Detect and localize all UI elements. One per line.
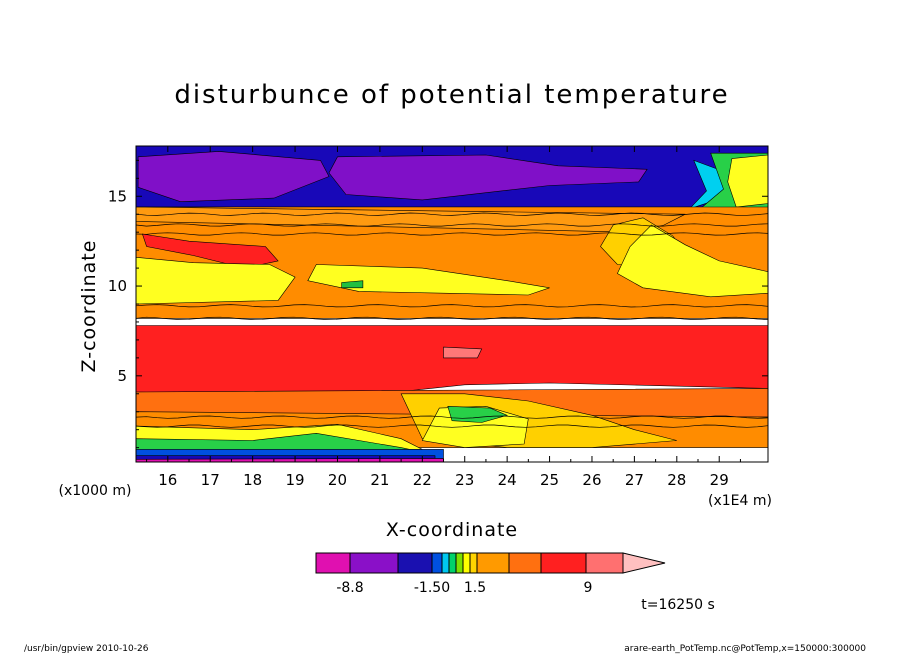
x-tick-label: 22 [413,471,432,489]
contour-line-7 [136,424,768,428]
plot-area [136,146,768,462]
contour-region-6 [727,154,768,208]
contour-region-2 [137,151,330,203]
y-tick-label: 5 [117,367,127,385]
chart-title: disturbunce of potential temperature [174,80,729,110]
contour-line-1 [136,212,768,216]
colorbar-label: 1.5 [464,580,486,596]
contour-region-18 [136,256,296,305]
contour-lines [136,212,768,428]
contour-line-6 [136,415,768,419]
x-tick-label: 25 [540,471,559,489]
contour-line-3 [136,232,768,236]
colorbar-segment [397,552,433,574]
x-unit-label: (x1E4 m) [708,493,772,509]
y-tick-label: 10 [108,277,127,295]
y-tick-label: 15 [108,187,127,205]
x-tick-label: 23 [455,471,474,489]
colorbar-label: -1.50 [414,580,450,596]
x-tick-label: 19 [286,471,305,489]
x-tick-label: 28 [667,471,686,489]
colorbar-segment [508,552,542,574]
y-unit-label: (x1000 m) [59,483,132,499]
x-tick-label: 24 [498,471,517,489]
contour-line-5 [136,316,768,320]
y-axis: 5 10 15 [108,159,768,449]
time-label: t=16250 s [641,597,715,613]
contour-line-2 [136,223,768,227]
contour-region-20 [443,346,483,359]
colorbar-arrow [622,552,666,574]
colorbar-segment [448,552,457,574]
colorbar-segment [441,552,450,574]
x-tick-label: 20 [328,471,347,489]
x-tick-label: 21 [370,471,389,489]
x-tick-label: 17 [201,471,220,489]
contour-region-11 [617,224,768,298]
contour-region-3 [328,154,648,201]
x-axis-label: X-coordinate [386,519,518,541]
x-tick-label: 16 [158,471,177,489]
colorbar-segment [476,552,510,574]
contour-line-4 [136,304,768,308]
colorbar-segment [585,552,624,574]
x-axis: 16 17 18 19 20 21 22 23 24 25 26 27 28 29 [146,146,741,489]
y-axis-label: Z-coordinate [78,240,100,373]
footer-left: /usr/bin/gpview 2010-10-26 [24,644,149,654]
colorbar-segment [469,552,478,574]
colorbar-segment [315,552,351,574]
contour-region-13 [307,264,550,296]
x-tick-label: 26 [582,471,601,489]
contour-region-30 [136,458,444,462]
colorbar-label: 9 [584,580,593,596]
contour-region-19 [136,325,768,398]
x-tick-label: 29 [710,471,729,489]
contour-region-27 [136,432,427,454]
colorbar-segment [540,552,587,574]
colorbar-segment [431,552,443,574]
colorbar-segment [462,552,471,574]
colorbar-segment [455,552,464,574]
colorbar-label: -8.8 [336,580,363,596]
colorbar: -8.8 -1.50 1.5 9 [315,552,666,596]
x-tick-label: 27 [625,471,644,489]
x-tick-label: 18 [243,471,262,489]
footer-right: arare-earth_PotTemp.nc@PotTemp,x=150000:… [624,644,866,654]
colorbar-segment [349,552,399,574]
contour-region-14 [341,280,364,289]
